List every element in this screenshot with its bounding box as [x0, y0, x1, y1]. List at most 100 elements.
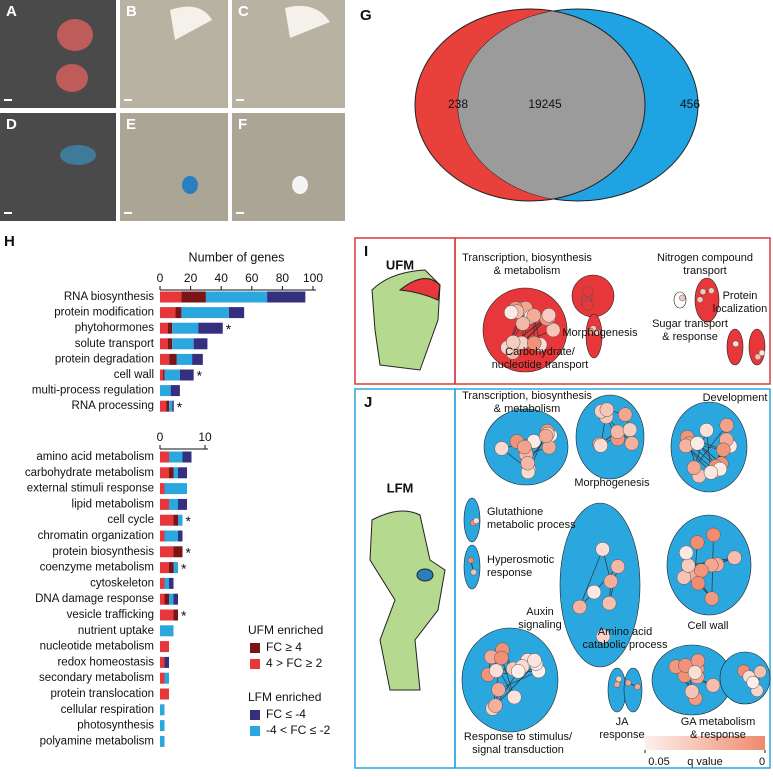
node [687, 461, 701, 475]
node [700, 423, 714, 437]
bar-segment [160, 657, 165, 668]
x-tick-label: 20 [184, 271, 198, 285]
colorbar-tick-label: 0 [759, 756, 765, 768]
highlight [60, 145, 96, 165]
bar-segment [160, 401, 166, 412]
node [491, 683, 505, 697]
bar-segment [160, 338, 168, 349]
panel-label: J [364, 394, 372, 411]
cluster-label: signal transduction [472, 744, 564, 756]
photo [0, 113, 116, 221]
bar-segment [174, 467, 179, 478]
node [473, 518, 479, 524]
bar-segment [160, 354, 169, 365]
bar-segment [168, 338, 173, 349]
category-label: multi-process regulation [32, 385, 154, 397]
significance-mark: * [226, 321, 232, 337]
bar-segment [178, 467, 187, 478]
node [582, 300, 593, 311]
node [754, 666, 767, 679]
cluster-label: Sugar transport [652, 318, 728, 330]
category-label: carbohydrate metabolism [25, 467, 154, 479]
category-label: phytohormones [75, 322, 155, 334]
photo [0, 0, 116, 108]
cluster-label: Carbohydrate/ [505, 346, 576, 358]
bar-segment [160, 467, 169, 478]
bar-segment [172, 401, 174, 412]
bar-segment [169, 578, 174, 589]
significance-mark: * [197, 368, 203, 384]
meristem-region [417, 569, 433, 581]
node [625, 436, 639, 450]
node [716, 443, 730, 457]
cluster-label: & metabolism [494, 403, 561, 415]
bar-segment [175, 307, 181, 318]
node [616, 676, 622, 682]
node [504, 305, 518, 319]
x-tick-label: 0 [157, 271, 164, 285]
node [587, 585, 601, 599]
cluster-label: Amino acid [598, 626, 652, 638]
legend-swatch [250, 659, 260, 669]
node [623, 423, 637, 437]
panel-label: E [126, 116, 136, 133]
legend-label: FC ≥ 4 [266, 640, 302, 654]
node [600, 403, 614, 417]
x-tick-label: 40 [215, 271, 229, 285]
legend-swatch [250, 710, 260, 720]
bar-segment [165, 578, 170, 589]
bar-segment [160, 704, 165, 715]
node [679, 546, 693, 560]
bar-segment [166, 401, 169, 412]
node [685, 685, 699, 699]
cluster-label: Auxin [526, 606, 554, 618]
node [495, 441, 509, 455]
node [573, 600, 587, 614]
bar-segment [160, 625, 174, 636]
bar-segment [169, 467, 174, 478]
tissue-label: LFM [387, 480, 414, 495]
bar-segment [160, 452, 169, 463]
bar-segment [169, 401, 172, 412]
node [539, 429, 553, 443]
node [614, 681, 620, 687]
bar-segment [160, 531, 165, 542]
bar-segment [198, 323, 222, 334]
node [511, 664, 525, 678]
bar-segment [160, 385, 171, 396]
category-label: cell cycle [107, 514, 154, 526]
bar-segment [178, 499, 187, 510]
bar-segment [169, 594, 174, 605]
bar-segment [172, 338, 193, 349]
highlight [56, 64, 88, 92]
node [697, 297, 703, 303]
legend-label: 4 > FC ≥ 2 [266, 656, 323, 670]
significance-mark: * [186, 545, 192, 561]
category-label: nutrient uptake [78, 625, 154, 637]
legend-swatch [250, 643, 260, 653]
category-label: cell wall [114, 369, 154, 381]
bar-segment [177, 354, 192, 365]
panel-label: A [6, 3, 17, 20]
category-label: DNA damage response [35, 593, 154, 605]
bar-segment [160, 673, 165, 684]
venn-count: 19245 [528, 97, 562, 111]
bar-segment [160, 594, 165, 605]
category-label: RNA biosynthesis [64, 291, 154, 303]
node [679, 295, 685, 301]
bar-segment [181, 292, 205, 303]
bar-segment [172, 323, 198, 334]
legend-title: LFM enriched [248, 690, 321, 704]
bar-segment [267, 292, 305, 303]
category-label: protein translocation [50, 688, 154, 700]
cluster-label: JA [616, 716, 630, 728]
bar-segment [180, 370, 194, 381]
meristem-shape [370, 511, 445, 690]
panel-label: D [6, 116, 17, 133]
cluster-label: Hyperosmotic [487, 554, 555, 566]
legend-label: -4 < FC ≤ -2 [266, 723, 331, 737]
node [688, 666, 702, 680]
panel-label: I [364, 243, 368, 260]
x-tick-label: 100 [303, 271, 323, 285]
